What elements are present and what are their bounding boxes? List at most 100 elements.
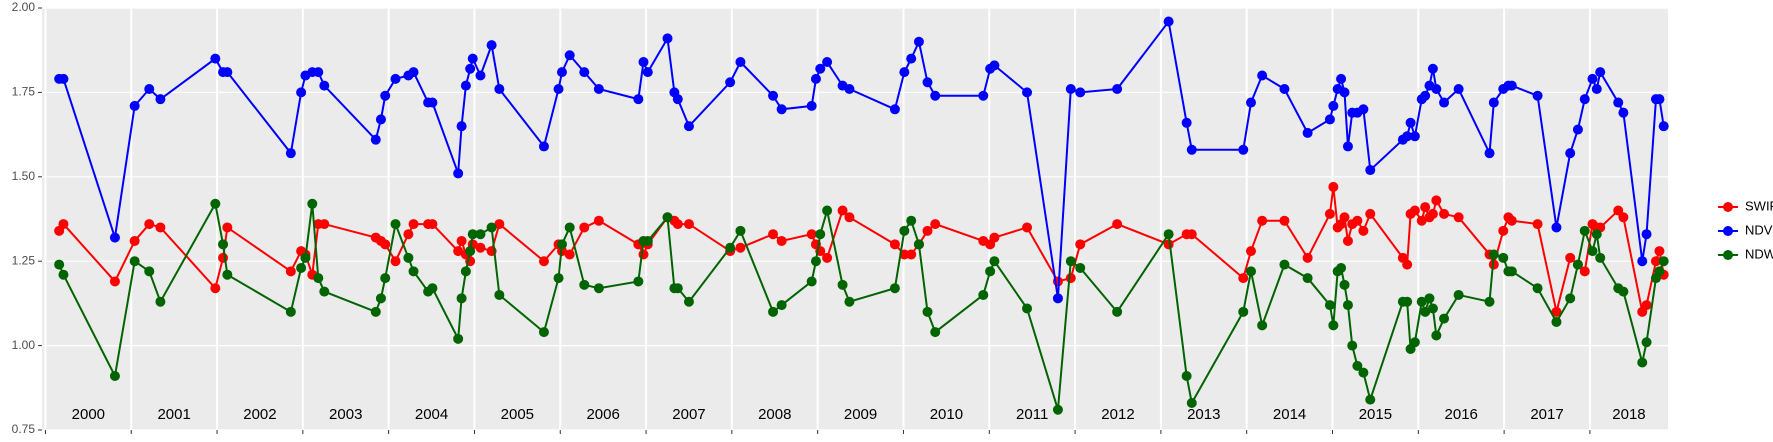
data-point (1565, 293, 1576, 304)
data-point (683, 296, 694, 307)
data-point (222, 269, 233, 280)
data-point (735, 57, 746, 68)
data-point (1416, 296, 1427, 307)
data-point (1637, 357, 1648, 368)
data-point (1052, 404, 1063, 415)
data-point (1587, 246, 1598, 257)
data-point (1181, 370, 1192, 381)
data-point (1402, 296, 1413, 307)
data-point (1324, 114, 1335, 125)
data-point (593, 84, 604, 95)
data-point (129, 256, 140, 267)
year-label: 2008 (758, 406, 791, 423)
data-point (467, 229, 478, 240)
data-point (1257, 320, 1268, 331)
data-point (579, 279, 590, 290)
year-label: 2004 (415, 406, 448, 423)
data-point (1650, 256, 1661, 267)
data-point (1302, 273, 1313, 284)
data-point (222, 222, 233, 233)
data-point (1302, 127, 1313, 138)
data-point (1453, 289, 1464, 300)
data-point (300, 252, 311, 263)
data-point (1342, 141, 1353, 152)
data-point (538, 327, 549, 338)
data-point (553, 84, 564, 95)
data-point (1431, 195, 1442, 206)
data-point (1402, 259, 1413, 270)
data-point (375, 293, 386, 304)
data-point (1641, 229, 1652, 240)
data-point (1238, 144, 1249, 155)
data-point (683, 121, 694, 132)
data-point (375, 114, 386, 125)
data-point (460, 266, 471, 277)
data-point (144, 266, 155, 277)
data-point (390, 219, 401, 230)
data-point (1324, 208, 1335, 219)
data-point (538, 256, 549, 267)
data-point (564, 249, 575, 260)
data-point (1579, 94, 1590, 105)
data-point (1186, 229, 1197, 240)
data-point (1453, 84, 1464, 95)
data-point (1424, 293, 1435, 304)
data-point (307, 198, 318, 209)
data-point (1595, 252, 1606, 263)
data-point (735, 225, 746, 236)
data-point (1654, 94, 1665, 105)
data-point (538, 141, 549, 152)
data-point (1336, 73, 1347, 84)
data-point (390, 73, 401, 84)
data-point (1328, 100, 1339, 111)
data-point (1186, 397, 1197, 408)
data-point (913, 239, 924, 250)
data-point (837, 279, 848, 290)
data-point (58, 219, 69, 230)
data-point (1257, 215, 1268, 226)
data-point (889, 283, 900, 294)
data-point (1409, 205, 1420, 216)
data-point (633, 94, 644, 105)
data-point (1532, 283, 1543, 294)
data-point (1618, 286, 1629, 297)
data-point (296, 87, 307, 98)
data-point (222, 67, 233, 78)
data-point (1279, 259, 1290, 270)
data-point (1579, 225, 1590, 236)
data-point (593, 283, 604, 294)
data-point (1618, 212, 1629, 223)
data-point (725, 77, 736, 88)
legend-label: NDWI (1745, 246, 1773, 261)
data-point (1658, 121, 1669, 132)
data-point (1416, 215, 1427, 226)
data-point (1342, 235, 1353, 246)
data-point (1279, 215, 1290, 226)
year-label: 2016 (1445, 406, 1478, 423)
data-point (390, 256, 401, 267)
data-point (403, 229, 414, 240)
data-point (768, 306, 779, 317)
data-point (453, 246, 464, 257)
data-point (776, 235, 787, 246)
data-point (930, 90, 941, 101)
data-point (1498, 225, 1509, 236)
data-point (593, 215, 604, 226)
data-point (1163, 229, 1174, 240)
data-point (822, 252, 833, 263)
data-point (989, 232, 1000, 243)
data-point (1342, 300, 1353, 311)
data-point (922, 306, 933, 317)
year-label: 2018 (1612, 406, 1645, 423)
data-point (1358, 225, 1369, 236)
year-label: 2006 (586, 406, 619, 423)
data-point (1365, 208, 1376, 219)
data-point (1339, 212, 1350, 223)
data-point (54, 259, 65, 270)
legend-label: SWIR (1745, 198, 1773, 213)
data-point (776, 300, 787, 311)
data-point (475, 70, 486, 81)
data-point (1324, 300, 1335, 311)
data-point (1591, 84, 1602, 95)
data-point (889, 104, 900, 115)
